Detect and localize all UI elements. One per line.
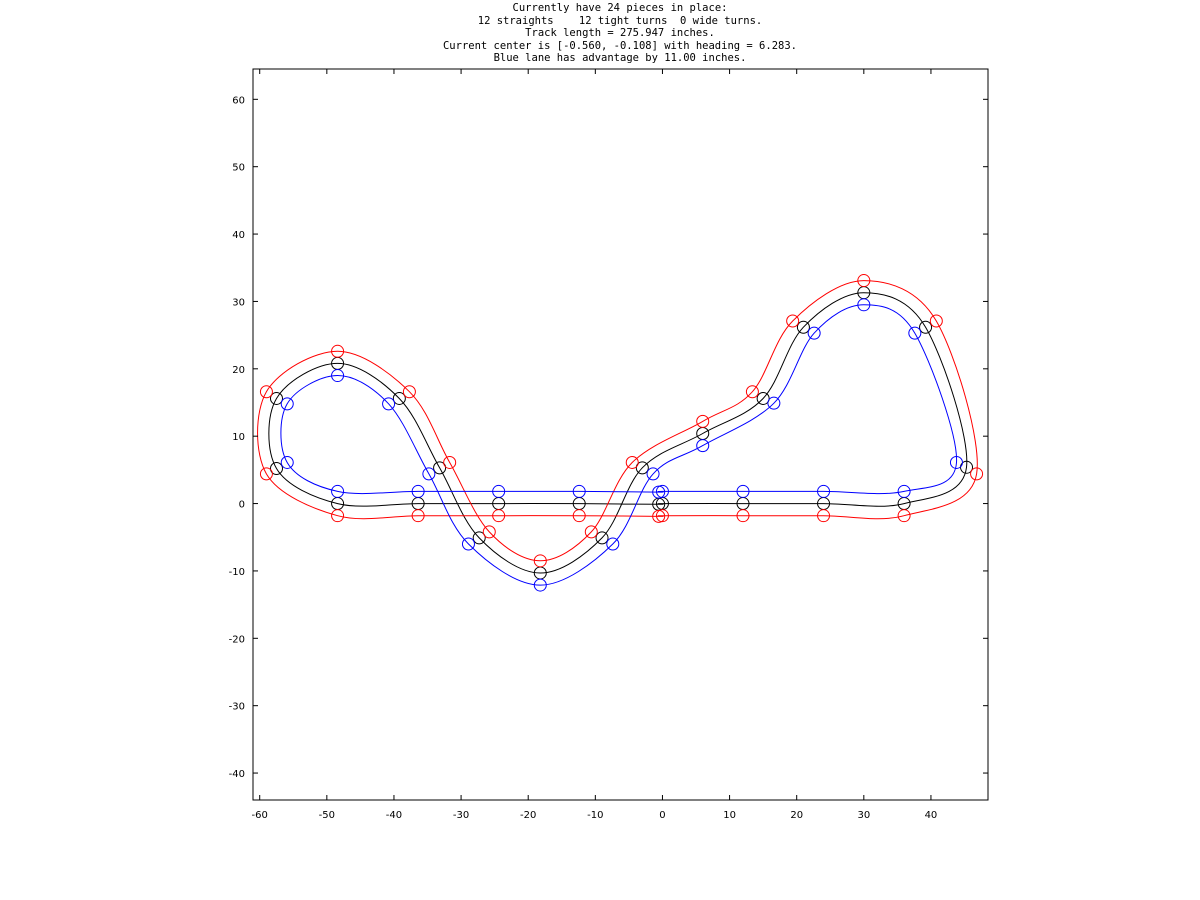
x-tick-label: 0 xyxy=(659,810,665,821)
joint-marker xyxy=(269,462,283,476)
joint-marker xyxy=(696,439,710,453)
joint-marker xyxy=(736,509,750,523)
joint-marker xyxy=(402,385,416,399)
joint-marker xyxy=(411,484,425,498)
joint-marker xyxy=(443,455,457,469)
joint-marker xyxy=(857,274,871,288)
joint-marker xyxy=(655,484,669,498)
x-tick-label: -60 xyxy=(252,810,268,821)
joint-marker xyxy=(422,467,436,481)
joint-marker xyxy=(817,484,831,498)
joint-marker xyxy=(492,509,506,523)
title-line-4: Current center is [-0.560, -0.108] with … xyxy=(442,39,797,52)
joint-marker xyxy=(929,314,943,328)
chart-title: Currently have 24 pieces in place: 12 st… xyxy=(0,2,1200,65)
joint-marker xyxy=(472,531,486,545)
x-tick-label: -40 xyxy=(386,810,402,821)
joint-marker xyxy=(382,397,396,411)
joint-marker xyxy=(655,509,669,523)
joint-marker xyxy=(584,525,598,539)
y-tick-label: -10 xyxy=(229,567,245,578)
joint-marker xyxy=(280,397,294,411)
x-tick-label: 10 xyxy=(723,810,736,821)
joint-marker xyxy=(745,385,759,399)
joint-marker xyxy=(625,455,639,469)
track-lane-2 xyxy=(280,298,963,592)
y-tick-label: 40 xyxy=(232,230,245,241)
joint-marker xyxy=(572,484,586,498)
joint-marker xyxy=(606,537,620,551)
joint-marker xyxy=(280,455,294,469)
x-tick-label: -20 xyxy=(520,810,536,821)
joint-marker xyxy=(908,326,922,340)
joint-marker xyxy=(919,320,933,334)
y-tick-label: -20 xyxy=(229,634,245,645)
joint-marker xyxy=(786,314,800,328)
joint-marker xyxy=(392,391,406,405)
y-tick-label: 30 xyxy=(232,297,245,308)
joint-marker xyxy=(807,326,821,340)
y-tick-label: 50 xyxy=(232,163,245,174)
joint-marker xyxy=(331,484,345,498)
joint-marker xyxy=(646,467,660,481)
x-tick-label: 40 xyxy=(925,810,938,821)
joint-marker xyxy=(461,537,475,551)
track-lane-1 xyxy=(257,274,984,568)
joint-marker xyxy=(652,485,666,499)
y-tick-label: 0 xyxy=(239,500,245,511)
x-tick-label: -10 xyxy=(587,810,603,821)
track-line xyxy=(280,304,958,586)
joint-marker xyxy=(482,525,496,539)
x-tick-label: 30 xyxy=(857,810,870,821)
joint-marker xyxy=(756,391,770,405)
plot-frame xyxy=(252,68,989,801)
title-line-3: Track length = 275.947 inches. xyxy=(525,27,715,39)
joint-marker xyxy=(411,509,425,523)
joint-marker xyxy=(817,509,831,523)
joint-marker xyxy=(331,344,345,358)
joint-marker xyxy=(259,385,273,399)
joint-marker xyxy=(533,578,547,592)
joint-marker xyxy=(652,509,666,523)
joint-marker xyxy=(767,396,781,410)
joint-marker xyxy=(949,455,963,469)
joint-marker xyxy=(572,509,586,523)
y-tick-label: -40 xyxy=(229,769,245,780)
joint-marker xyxy=(696,414,710,428)
y-tick-label: 10 xyxy=(232,432,245,443)
x-tick-label: -50 xyxy=(319,810,335,821)
joint-marker xyxy=(269,391,283,405)
joint-marker xyxy=(259,467,273,481)
joint-marker xyxy=(492,484,506,498)
joint-marker xyxy=(595,531,609,545)
joint-marker xyxy=(796,320,810,334)
track-line xyxy=(257,280,978,562)
track-line xyxy=(268,292,968,574)
x-tick-label: 20 xyxy=(790,810,803,821)
y-tick-label: 60 xyxy=(232,95,245,106)
y-tick-label: -30 xyxy=(229,702,245,713)
joint-marker xyxy=(897,509,911,523)
joint-marker xyxy=(533,554,547,568)
joint-marker xyxy=(897,484,911,498)
title-line-5: Blue lane has advantage by 11.00 inches. xyxy=(493,52,747,64)
title-line-1: Currently have 24 pieces in place: xyxy=(512,2,728,14)
y-tick-label: 20 xyxy=(232,365,245,376)
joint-marker xyxy=(635,461,649,475)
x-tick-label: -30 xyxy=(453,810,469,821)
joint-marker xyxy=(433,461,447,475)
joint-marker xyxy=(331,509,345,523)
title-line-2: 12 straights 12 tight turns 0 wide turns… xyxy=(477,14,763,27)
joint-marker xyxy=(857,298,871,312)
joint-marker xyxy=(736,484,750,498)
joint-marker xyxy=(331,369,345,383)
joint-marker xyxy=(970,467,984,481)
